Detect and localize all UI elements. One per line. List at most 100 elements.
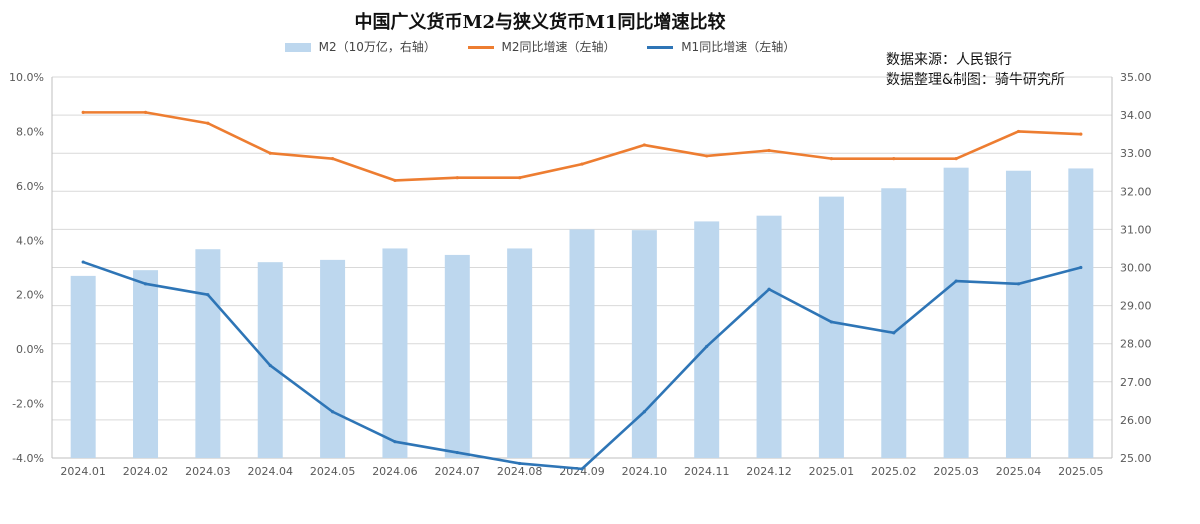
bar-m2 — [257, 262, 283, 458]
point-m2-growth — [1016, 129, 1021, 134]
point-m1-growth — [705, 344, 709, 349]
right-axis-tick-label: 25.00 — [1120, 452, 1152, 465]
right-axis-tick-label: 32.00 — [1120, 185, 1152, 198]
bar-m2 — [881, 188, 907, 458]
x-axis-tick-label: 2024.05 — [310, 465, 356, 478]
point-m2-growth — [892, 157, 896, 161]
point-m1-growth — [393, 440, 397, 444]
right-axis-tick-label: 28.00 — [1120, 338, 1152, 351]
point-m2-growth — [330, 157, 335, 161]
bar-m2 — [943, 167, 969, 459]
right-axis-tick-label: 29.00 — [1120, 300, 1152, 313]
bar-m2 — [1068, 168, 1094, 458]
legend-item-m1-growth: M1同比增速（左轴） — [647, 38, 795, 55]
x-axis-tick-label: 2024.08 — [497, 465, 543, 478]
point-m2-growth — [143, 110, 148, 114]
line-m2-growth — [83, 111, 1081, 182]
point-m2-growth — [829, 157, 834, 161]
x-axis-tick-label: 2025.04 — [996, 465, 1042, 478]
bar-m2 — [444, 254, 470, 458]
bar-m2 — [382, 248, 408, 458]
left-axis-tick-label: 2.0% — [16, 289, 44, 302]
left-axis-tick-label: 0.0% — [16, 343, 44, 356]
point-m1-growth — [580, 467, 584, 471]
legend-swatch-m1-growth — [647, 46, 674, 49]
legend-swatch-m2 — [284, 43, 311, 52]
x-axis-tick-label: 2024.12 — [746, 465, 792, 478]
bar-m2 — [1005, 170, 1031, 458]
right-axis-tick-label: 34.00 — [1120, 109, 1152, 122]
point-m1-growth — [455, 450, 459, 455]
point-m1-growth — [518, 461, 522, 466]
point-m2-growth — [268, 151, 272, 155]
right-axis-tick-label: 27.00 — [1120, 376, 1152, 389]
legend-label-m1-growth: M1同比增速（左轴） — [681, 40, 796, 54]
point-m1-growth — [268, 363, 272, 368]
point-m1-growth — [767, 287, 771, 291]
x-axis-tick-label: 2024.03 — [185, 465, 231, 478]
chart-title: 中国广义货币M2与狭义货币M1同比增速比较 — [354, 12, 726, 33]
point-m1-growth — [143, 282, 148, 286]
right-axis-tick-label: 33.00 — [1120, 147, 1152, 160]
bar-m2 — [507, 248, 533, 458]
bar-m2 — [569, 229, 595, 458]
right-axis-tick-label: 31.00 — [1120, 223, 1152, 236]
x-axis-tick-label: 2024.07 — [435, 465, 481, 478]
left-axis-tick-label: 8.0% — [16, 125, 44, 138]
legend-label-m2-growth: M2同比增速（左轴） — [501, 40, 616, 54]
point-m2-growth — [1079, 132, 1083, 136]
point-m2-growth — [206, 121, 210, 125]
right-axis-tick-label: 30.00 — [1120, 262, 1152, 275]
point-m1-growth — [206, 293, 210, 297]
point-m1-growth — [642, 410, 646, 414]
x-axis-tick-label: 2025.02 — [871, 465, 917, 478]
bar-m2 — [70, 275, 96, 458]
x-axis-tick-label: 2024.11 — [684, 465, 730, 478]
legend-swatch-m2-growth — [467, 46, 494, 49]
point-m2-growth — [455, 176, 459, 180]
left-axis-tick-label: 6.0% — [16, 180, 44, 193]
x-axis-tick-label: 2024.04 — [247, 465, 293, 478]
bar-m2 — [195, 249, 221, 458]
point-m2-growth — [767, 148, 771, 153]
x-axis-tick-label: 2024.10 — [622, 465, 668, 478]
bar-m2 — [133, 270, 159, 458]
point-m1-growth — [954, 279, 958, 283]
bar-m2 — [320, 259, 346, 458]
left-axis-tick-label: -4.0% — [12, 452, 44, 465]
right-axis-tick-label: 35.00 — [1120, 71, 1152, 84]
point-m1-growth — [1079, 265, 1083, 270]
source-line-2: 数据整理&制图：骑牛研究所 — [886, 72, 1065, 88]
chart-legend: M2（10万亿，右轴） M2同比增速（左轴） M1同比增速（左轴） — [0, 38, 1080, 55]
source-line-1: 数据来源：人民银行 — [886, 52, 1012, 68]
legend-item-m2-bar: M2（10万亿，右轴） — [284, 38, 436, 55]
left-axis-tick-label: 10.0% — [9, 71, 44, 84]
bar-m2 — [818, 196, 844, 458]
bar-m2 — [631, 230, 657, 458]
point-m2-growth — [580, 162, 584, 166]
point-m2-growth — [81, 110, 85, 114]
point-m1-growth — [330, 410, 335, 414]
bar-m2 — [756, 215, 782, 458]
x-axis-tick-label: 2024.06 — [372, 465, 418, 478]
left-axis-tick-label: -2.0% — [12, 398, 44, 411]
point-m2-growth — [393, 178, 397, 183]
point-m1-growth — [892, 331, 896, 335]
point-m2-growth — [518, 176, 522, 180]
right-axis-tick-label: 26.00 — [1120, 414, 1152, 427]
point-m2-growth — [954, 157, 958, 161]
x-axis-tick-label: 2024.01 — [60, 465, 106, 478]
point-m2-growth — [642, 143, 646, 147]
x-axis-tick-label: 2025.05 — [1058, 465, 1104, 478]
x-axis-tick-label: 2024.02 — [123, 465, 169, 478]
point-m1-growth — [81, 260, 85, 264]
data-source-note: 数据来源：人民银行 数据整理&制图：骑牛研究所 — [886, 50, 1065, 90]
legend-item-m2-growth: M2同比增速（左轴） — [467, 38, 616, 55]
x-axis-tick-label: 2025.01 — [809, 465, 855, 478]
point-m2-growth — [705, 154, 709, 158]
point-m1-growth — [829, 320, 834, 324]
left-axis-tick-label: 4.0% — [16, 234, 44, 247]
x-axis-tick-label: 2025.03 — [933, 465, 979, 478]
legend-label-m2: M2（10万亿，右轴） — [318, 40, 436, 54]
